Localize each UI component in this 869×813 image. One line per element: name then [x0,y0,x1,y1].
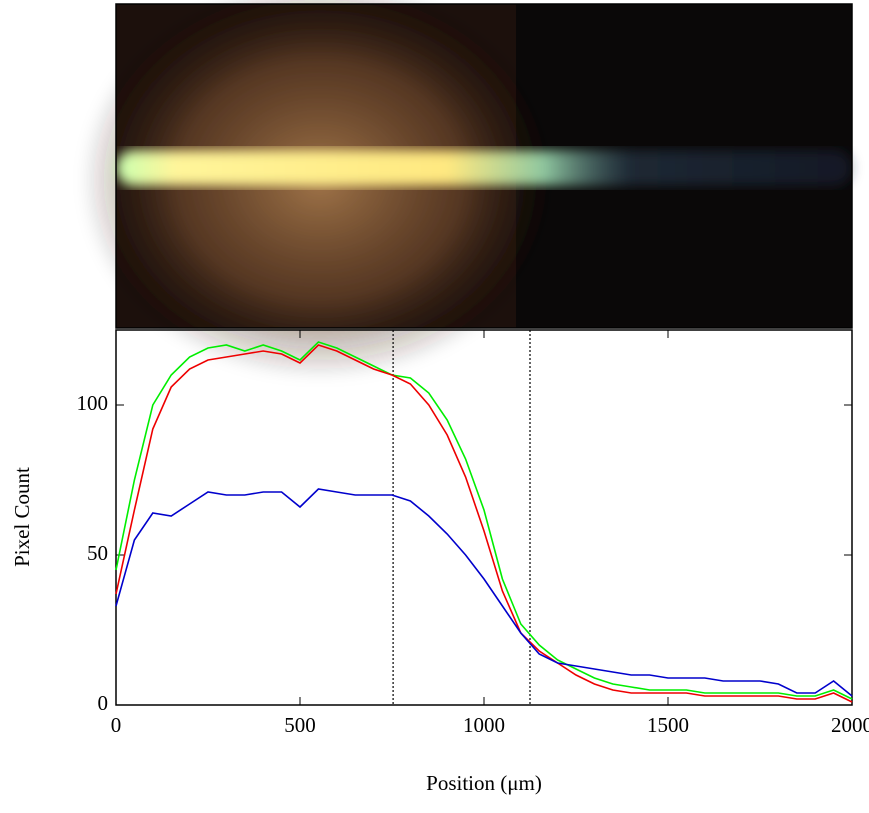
plot-frame [115,329,853,706]
x-tick-label: 0 [111,713,122,737]
x-axis-label: Position (μm) [426,771,542,795]
y-tick-label: 50 [87,541,108,565]
camera-image [80,0,853,380]
data-line [115,341,853,700]
data-line [115,344,853,703]
x-tick-label: 500 [284,713,316,737]
x-tick-label: 1500 [647,713,689,737]
x-tick-label: 1000 [463,713,505,737]
y-tick-label: 0 [98,691,109,715]
y-axis-label: Pixel Count [10,467,34,567]
y-tick-label: 100 [77,391,109,415]
x-tick-label: 2000 [831,713,869,737]
data-line [115,488,853,697]
